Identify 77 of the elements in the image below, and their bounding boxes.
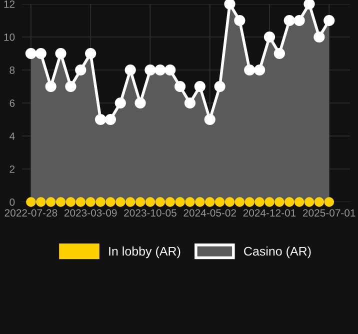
point bbox=[214, 197, 225, 207]
point bbox=[104, 114, 116, 126]
point bbox=[116, 197, 126, 207]
point bbox=[125, 197, 136, 207]
y-tick-label: 8 bbox=[10, 66, 15, 74]
point bbox=[274, 197, 284, 207]
point bbox=[304, 0, 315, 10]
point bbox=[324, 197, 334, 207]
point bbox=[154, 64, 166, 76]
point bbox=[314, 197, 324, 207]
x-tick-label: 2025-07-01 bbox=[303, 209, 356, 217]
point bbox=[46, 197, 56, 207]
legend-label: In lobby (AR) bbox=[109, 246, 180, 258]
y-tick-label: 12 bbox=[4, 0, 15, 8]
y-tick-label: 6 bbox=[10, 100, 15, 107]
point bbox=[165, 197, 175, 207]
point bbox=[65, 80, 76, 92]
point bbox=[294, 197, 304, 207]
point bbox=[25, 48, 36, 60]
point bbox=[45, 80, 56, 92]
point bbox=[106, 197, 116, 207]
point bbox=[35, 48, 46, 60]
point bbox=[204, 114, 216, 126]
point bbox=[94, 114, 106, 126]
point bbox=[174, 80, 186, 92]
point bbox=[195, 197, 205, 207]
point bbox=[274, 48, 285, 60]
point bbox=[36, 197, 46, 207]
point bbox=[184, 97, 196, 109]
point bbox=[134, 97, 146, 109]
y-tick-label: 2 bbox=[10, 166, 15, 173]
point bbox=[76, 197, 86, 207]
point bbox=[155, 197, 166, 207]
point bbox=[314, 31, 325, 43]
x-tick-label: 2024-05-02 bbox=[184, 209, 236, 217]
y-tick-label: 0 bbox=[10, 198, 15, 206]
x-tick-label: 2023-10-05 bbox=[124, 209, 176, 217]
point bbox=[85, 48, 96, 60]
point bbox=[224, 0, 236, 10]
point bbox=[254, 64, 266, 76]
point bbox=[234, 14, 246, 26]
point bbox=[135, 197, 146, 207]
point bbox=[244, 197, 254, 207]
point bbox=[264, 197, 274, 207]
point bbox=[294, 14, 305, 26]
point bbox=[164, 64, 176, 76]
point bbox=[324, 14, 335, 26]
point bbox=[145, 197, 156, 207]
point bbox=[124, 64, 136, 76]
point bbox=[86, 197, 96, 207]
point bbox=[144, 64, 156, 76]
x-tick-label: 2022-07-28 bbox=[4, 209, 58, 217]
point bbox=[224, 197, 235, 207]
point bbox=[56, 197, 66, 207]
point bbox=[304, 197, 314, 207]
y-tick-label: 10 bbox=[4, 34, 15, 41]
point bbox=[204, 197, 215, 207]
point bbox=[114, 97, 126, 109]
point bbox=[234, 197, 245, 207]
point bbox=[26, 197, 36, 207]
point bbox=[175, 197, 185, 207]
point bbox=[66, 197, 76, 207]
point bbox=[55, 48, 66, 60]
point bbox=[96, 197, 106, 207]
y-tick-label: 4 bbox=[10, 132, 15, 140]
legend-label: Casino (AR) bbox=[244, 246, 311, 258]
point bbox=[264, 31, 276, 43]
point bbox=[185, 197, 195, 207]
point bbox=[254, 197, 264, 207]
point bbox=[284, 197, 294, 207]
point bbox=[284, 14, 295, 26]
x-tick-label: 2024-12-01 bbox=[243, 209, 296, 217]
point bbox=[75, 64, 86, 76]
point bbox=[214, 80, 226, 92]
x-tick-label: 2023-03-09 bbox=[64, 209, 117, 217]
point bbox=[244, 64, 256, 76]
point bbox=[194, 80, 206, 92]
